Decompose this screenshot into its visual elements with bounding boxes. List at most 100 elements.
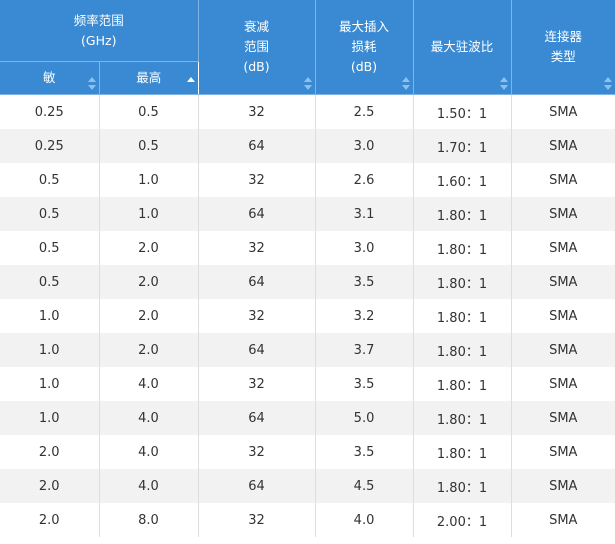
table-row: 2.0 4.0 64 4.5 1.80：1 SMA bbox=[0, 469, 615, 503]
cell-attenuation: 32 bbox=[198, 299, 316, 333]
header-connector-line2: 类型 bbox=[550, 49, 576, 64]
cell-attenuation: 64 bbox=[198, 265, 316, 299]
header-freq-min-label: 敏 bbox=[42, 70, 56, 85]
cell-connector: SMA bbox=[511, 197, 615, 231]
cell-attenuation: 64 bbox=[198, 401, 316, 435]
cell-freq-max: 0.5 bbox=[99, 129, 199, 163]
cell-vswr: 1.80：1 bbox=[413, 469, 512, 503]
sort-icon[interactable] bbox=[303, 77, 312, 90]
header-freq-min[interactable]: 敏 bbox=[0, 61, 100, 95]
cell-vswr: 1.60：1 bbox=[413, 163, 512, 197]
cell-connector: SMA bbox=[511, 231, 615, 265]
cell-vswr: 1.80：1 bbox=[413, 401, 512, 435]
header-attenuation-line1: 衰减 bbox=[244, 19, 270, 34]
table-row: 1.0 4.0 32 3.5 1.80：1 SMA bbox=[0, 367, 615, 401]
cell-freq-max: 2.0 bbox=[99, 333, 199, 367]
cell-freq-min: 1.0 bbox=[0, 333, 100, 367]
cell-vswr: 1.80：1 bbox=[413, 333, 512, 367]
cell-insertion-loss: 3.7 bbox=[315, 333, 414, 367]
cell-freq-max: 2.0 bbox=[99, 299, 199, 333]
cell-freq-min: 2.0 bbox=[0, 503, 100, 537]
cell-vswr: 1.50：1 bbox=[413, 94, 512, 129]
cell-vswr: 1.80：1 bbox=[413, 265, 512, 299]
cell-connector: SMA bbox=[511, 503, 615, 537]
cell-freq-min: 1.0 bbox=[0, 367, 100, 401]
cell-vswr: 2.00：1 bbox=[413, 503, 512, 537]
header-attenuation-unit: (dB) bbox=[243, 59, 270, 74]
cell-freq-min: 1.0 bbox=[0, 299, 100, 333]
cell-connector: SMA bbox=[511, 469, 615, 503]
cell-freq-min: 0.25 bbox=[0, 94, 100, 129]
cell-insertion-loss: 3.1 bbox=[315, 197, 414, 231]
cell-connector: SMA bbox=[511, 333, 615, 367]
cell-attenuation: 32 bbox=[198, 503, 316, 537]
cell-attenuation: 32 bbox=[198, 435, 316, 469]
cell-freq-min: 2.0 bbox=[0, 469, 100, 503]
table-header: 频率范围 (GHz) 衰减 范围 (dB) 最大插入 损耗 (dB) bbox=[0, 0, 615, 95]
cell-freq-min: 0.5 bbox=[0, 163, 100, 197]
header-freq-max[interactable]: 最高 bbox=[99, 61, 199, 95]
table-body: 0.25 0.5 32 2.5 1.50：1 SMA 0.25 0.5 64 3.0 1.70：1 S… bbox=[0, 94, 615, 537]
cell-attenuation: 64 bbox=[198, 129, 316, 163]
sort-ascending-icon[interactable] bbox=[187, 77, 196, 90]
cell-freq-max: 2.0 bbox=[99, 231, 199, 265]
header-frequency-range-line: 频率范围 bbox=[73, 12, 124, 28]
cell-freq-max: 4.0 bbox=[99, 469, 199, 503]
cell-attenuation: 32 bbox=[198, 367, 316, 401]
sort-icon[interactable] bbox=[401, 77, 410, 90]
cell-connector: SMA bbox=[511, 435, 615, 469]
header-max-insertion-loss[interactable]: 最大插入 损耗 (dB) bbox=[315, 0, 414, 95]
cell-attenuation: 32 bbox=[198, 231, 316, 265]
cell-attenuation: 64 bbox=[198, 469, 316, 503]
cell-insertion-loss: 3.0 bbox=[315, 231, 414, 265]
cell-freq-min: 2.0 bbox=[0, 435, 100, 469]
header-loss-line1: 最大插入 bbox=[339, 19, 390, 34]
cell-freq-max: 1.0 bbox=[99, 163, 199, 197]
cell-freq-max: 4.0 bbox=[99, 367, 199, 401]
cell-attenuation: 64 bbox=[198, 333, 316, 367]
cell-connector: SMA bbox=[511, 367, 615, 401]
cell-vswr: 1.80：1 bbox=[413, 435, 512, 469]
cell-vswr: 1.80：1 bbox=[413, 299, 512, 333]
sort-icon[interactable] bbox=[499, 77, 508, 90]
cell-vswr: 1.80：1 bbox=[413, 197, 512, 231]
cell-freq-max: 4.0 bbox=[99, 435, 199, 469]
cell-freq-max: 0.5 bbox=[99, 94, 199, 129]
cell-insertion-loss: 2.5 bbox=[315, 94, 414, 129]
cell-connector: SMA bbox=[511, 265, 615, 299]
table-row: 0.5 2.0 64 3.5 1.80：1 SMA bbox=[0, 265, 615, 299]
table-row: 0.5 1.0 32 2.6 1.60：1 SMA bbox=[0, 163, 615, 197]
cell-freq-max: 2.0 bbox=[99, 265, 199, 299]
sort-icon[interactable] bbox=[604, 77, 613, 90]
header-connector-type[interactable]: 连接器 类型 bbox=[511, 0, 615, 95]
header-loss-unit: (dB) bbox=[350, 59, 378, 74]
cell-insertion-loss: 3.2 bbox=[315, 299, 414, 333]
cell-connector: SMA bbox=[511, 163, 615, 197]
header-connector-line1: 连接器 bbox=[544, 29, 583, 44]
table-row: 0.5 1.0 64 3.1 1.80：1 SMA bbox=[0, 197, 615, 231]
cell-connector: SMA bbox=[511, 94, 615, 129]
table-row: 0.5 2.0 32 3.0 1.80：1 SMA bbox=[0, 231, 615, 265]
table-row: 2.0 8.0 32 4.0 2.00：1 SMA bbox=[0, 503, 615, 537]
table-row: 1.0 4.0 64 5.0 1.80：1 SMA bbox=[0, 401, 615, 435]
cell-freq-min: 0.25 bbox=[0, 129, 100, 163]
cell-insertion-loss: 3.0 bbox=[315, 129, 414, 163]
cell-insertion-loss: 2.6 bbox=[315, 163, 414, 197]
cell-insertion-loss: 3.5 bbox=[315, 265, 414, 299]
header-attenuation-line2: 范围 bbox=[244, 39, 270, 54]
sort-icon[interactable] bbox=[87, 77, 96, 90]
cell-insertion-loss: 5.0 bbox=[315, 401, 414, 435]
cell-connector: SMA bbox=[511, 299, 615, 333]
cell-insertion-loss: 4.5 bbox=[315, 469, 414, 503]
header-frequency-unit: (GHz) bbox=[81, 32, 117, 48]
header-frequency-range: 频率范围 (GHz) bbox=[0, 0, 199, 62]
cell-insertion-loss: 3.5 bbox=[315, 367, 414, 401]
cell-freq-min: 1.0 bbox=[0, 401, 100, 435]
header-attenuation-range[interactable]: 衰减 范围 (dB) bbox=[198, 0, 316, 95]
header-freq-max-label: 最高 bbox=[136, 70, 162, 85]
cell-vswr: 1.70：1 bbox=[413, 129, 512, 163]
cell-freq-min: 0.5 bbox=[0, 265, 100, 299]
header-max-vswr[interactable]: 最大驻波比 bbox=[413, 0, 512, 95]
cell-vswr: 1.80：1 bbox=[413, 231, 512, 265]
